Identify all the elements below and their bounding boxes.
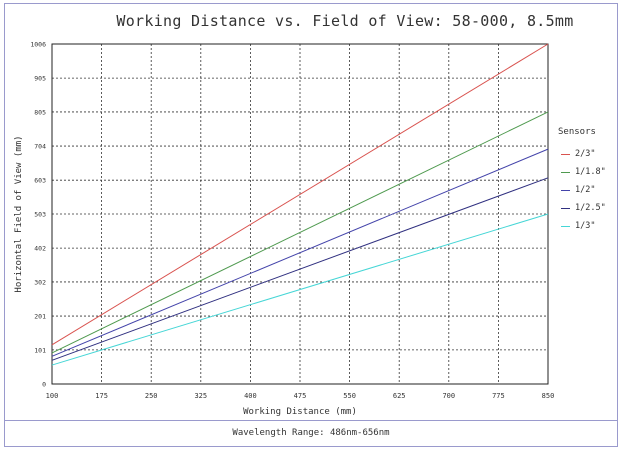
y-axis-label: Horizontal Field of View (mm) — [14, 135, 24, 292]
y-tick-label: 603 — [34, 177, 46, 185]
x-tick-label: 700 — [442, 392, 455, 400]
chart-frame — [4, 3, 618, 447]
y-tick-label: 704 — [34, 143, 46, 151]
x-tick-label: 400 — [244, 392, 257, 400]
legend-item: 1/1.8" — [558, 163, 606, 181]
x-tick-label: 250 — [145, 392, 158, 400]
legend-items: 2/3" 1/1.8" 1/2" 1/2.5" 1/3" — [558, 145, 606, 235]
legend-label: 1/2.5" — [575, 203, 606, 213]
x-tick-label: 850 — [542, 392, 555, 400]
x-tick-label: 475 — [294, 392, 307, 400]
x-axis-label: Working Distance (mm) — [243, 407, 357, 417]
y-tick-label: 0 — [42, 381, 46, 389]
series-line — [51, 43, 549, 346]
y-tick-label: 302 — [34, 278, 46, 286]
x-tick-label: 100 — [46, 392, 59, 400]
footer-wavelength-range: Wavelength Range: 486nm-656nm — [232, 428, 390, 438]
y-tick-label: 201 — [34, 313, 46, 321]
x-tick-label: 550 — [343, 392, 356, 400]
y-tick-label: 1006 — [30, 41, 46, 49]
y-tick-label: 905 — [34, 75, 46, 83]
series-line — [51, 213, 549, 366]
x-tick-label: 325 — [194, 392, 207, 400]
legend-swatch — [561, 189, 570, 191]
y-tick-label: 101 — [34, 346, 46, 354]
legend-label: 1/3" — [575, 221, 596, 231]
series-line — [51, 111, 549, 354]
x-tick-label: 175 — [95, 392, 108, 400]
legend-swatch — [561, 207, 570, 209]
legend-item: 1/3" — [558, 217, 606, 235]
y-tick-label: 402 — [34, 245, 46, 253]
series-line — [51, 148, 549, 357]
x-tick-label: 775 — [492, 392, 505, 400]
legend-item: 2/3" — [558, 145, 606, 163]
series-line — [51, 177, 549, 361]
legend-label: 1/2" — [575, 185, 596, 195]
legend-label: 2/3" — [575, 149, 596, 159]
legend-title: Sensors — [558, 127, 596, 137]
legend: Sensors 2/3" 1/1.8" 1/2" 1/2.5" 1/3" — [558, 127, 606, 235]
legend-swatch — [561, 171, 570, 173]
footer-divider — [4, 420, 618, 421]
y-tick-label: 503 — [34, 211, 46, 219]
chart-title: Working Distance vs. Field of View: 58-0… — [116, 12, 574, 30]
legend-item: 1/2.5" — [558, 199, 606, 217]
legend-swatch — [561, 153, 570, 155]
x-tick-label: 625 — [393, 392, 406, 400]
y-tick-label: 805 — [34, 108, 46, 116]
legend-item: 1/2" — [558, 181, 606, 199]
legend-label: 1/1.8" — [575, 167, 606, 177]
legend-swatch — [561, 225, 570, 227]
